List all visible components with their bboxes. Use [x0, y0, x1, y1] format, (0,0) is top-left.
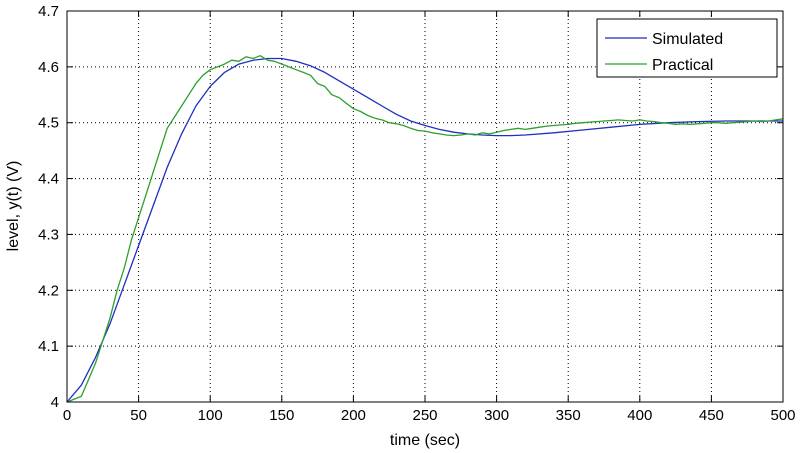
y-tick-label: 4: [51, 394, 59, 411]
legend-box: [596, 18, 778, 78]
y-tick-label: 4.5: [38, 115, 59, 132]
x-tick-label: 150: [269, 407, 294, 424]
y-tick-label: 4.6: [38, 59, 59, 76]
x-tick-label: 0: [63, 407, 71, 424]
series-line-practical: [66, 55, 784, 403]
x-axis-label: time (sec): [390, 432, 460, 449]
x-tick-label: 200: [341, 407, 366, 424]
x-tick-label: 350: [556, 407, 581, 424]
x-tick-label: 100: [198, 407, 223, 424]
y-tick-label: 4.4: [38, 171, 59, 188]
x-tick-label: 450: [699, 407, 724, 424]
y-axis-label: level, y(t) (V): [5, 161, 22, 252]
x-tick-label: 50: [130, 407, 147, 424]
x-tick-label: 500: [770, 407, 795, 424]
legend: Simulated Practical: [596, 18, 778, 78]
legend-label-practical: Practical: [652, 57, 713, 74]
y-tick-label: 4.2: [38, 282, 59, 299]
x-tick-label: 300: [484, 407, 509, 424]
x-tick-label: 250: [412, 407, 437, 424]
x-tick-label: 400: [627, 407, 652, 424]
y-tick-label: 4.3: [38, 226, 59, 243]
tick-marks: [66, 10, 784, 403]
series-line-simulated: [66, 57, 783, 403]
y-tick-labels: 4 4.1 4.2 4.3 4.4 4.5 4.6 4.7: [38, 3, 59, 411]
legend-label-simulated: Simulated: [652, 31, 723, 48]
x-tick-labels: 0 50 100 150 200 250 300 350 400 450 500: [63, 407, 796, 424]
series-layer: [66, 55, 784, 403]
y-tick-label: 4.7: [38, 3, 59, 20]
y-tick-label: 4.1: [38, 338, 59, 355]
